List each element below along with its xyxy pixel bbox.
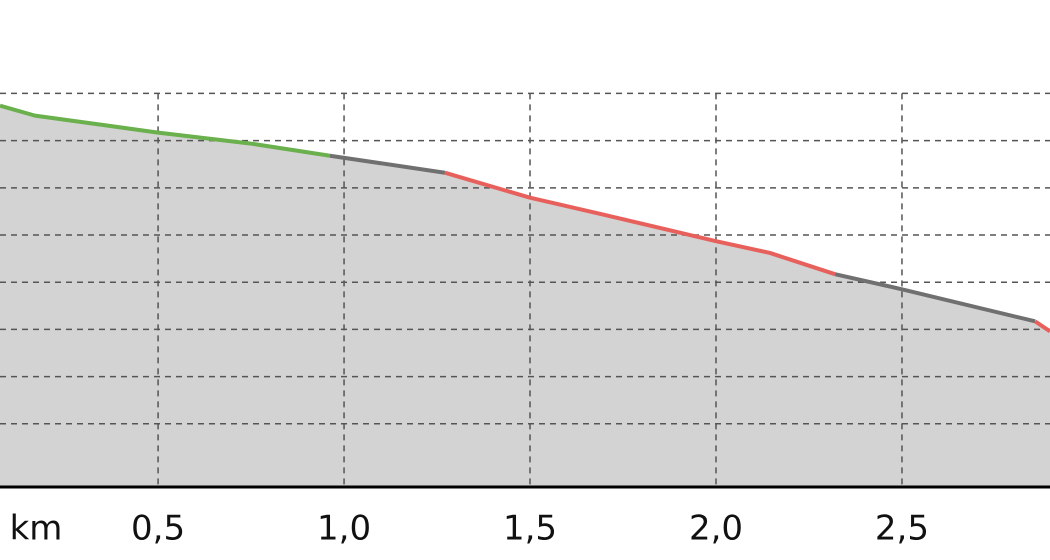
area-fill	[834, 273, 1036, 488]
x-tick-label: 1,0	[317, 509, 371, 549]
profile-line	[329, 153, 446, 175]
profile-line	[1034, 319, 1050, 333]
profile-line	[834, 272, 1036, 324]
area-fill	[329, 155, 446, 488]
area-fill	[0, 105, 331, 488]
x-tick-label: 0,5	[131, 509, 185, 549]
x-tick-label: 2,0	[689, 509, 743, 549]
x-axis-label: km	[10, 509, 63, 549]
profile-line	[0, 103, 331, 158]
area-fill	[1034, 320, 1050, 488]
x-tick-label: 2,5	[875, 509, 929, 549]
x-tick-label: 1,5	[503, 509, 557, 549]
profile-line	[444, 170, 836, 277]
